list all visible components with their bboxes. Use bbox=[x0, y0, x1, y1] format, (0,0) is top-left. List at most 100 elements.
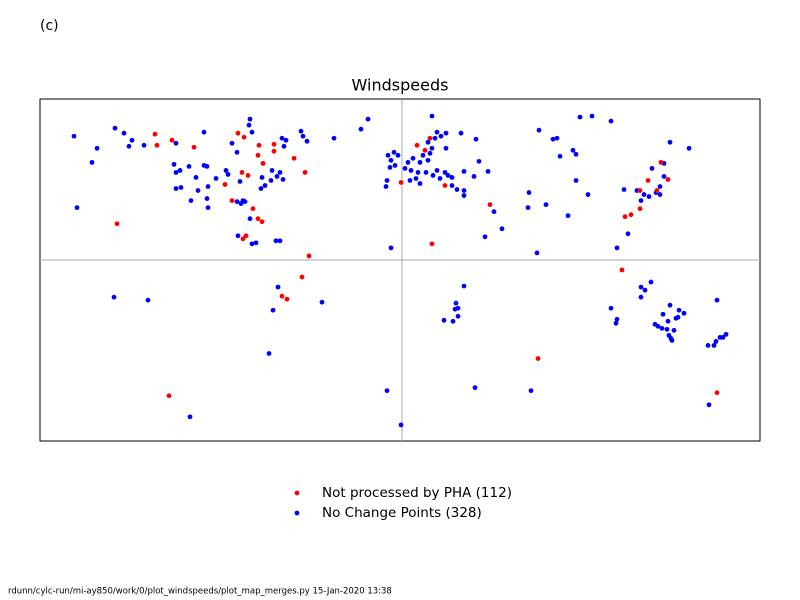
station-point bbox=[427, 150, 433, 156]
station-point bbox=[614, 316, 620, 322]
station-point bbox=[461, 193, 467, 198]
station-point bbox=[449, 175, 455, 180]
station-point bbox=[655, 323, 661, 329]
station-point bbox=[238, 201, 244, 207]
station-point bbox=[407, 178, 413, 183]
station-point bbox=[177, 168, 183, 173]
station-point bbox=[398, 422, 404, 428]
station-point bbox=[173, 170, 179, 175]
station-point bbox=[422, 147, 428, 153]
station-point bbox=[654, 188, 660, 193]
station-point bbox=[669, 338, 675, 343]
station-point bbox=[239, 170, 245, 175]
station-point bbox=[706, 402, 712, 408]
station-point bbox=[429, 241, 435, 247]
station-point bbox=[195, 188, 201, 193]
station-point bbox=[666, 332, 672, 338]
station-point bbox=[452, 306, 458, 312]
station-point bbox=[458, 130, 464, 136]
station-point bbox=[74, 205, 80, 211]
station-point bbox=[223, 168, 229, 173]
station-point bbox=[487, 202, 493, 208]
station-point bbox=[365, 116, 371, 122]
station-point bbox=[398, 180, 404, 185]
station-point bbox=[608, 305, 614, 311]
station-point bbox=[642, 287, 648, 293]
legend-label: No Change Points (328) bbox=[322, 505, 482, 521]
station-point bbox=[499, 226, 505, 232]
station-point bbox=[657, 192, 663, 197]
station-point bbox=[622, 214, 628, 220]
station-point bbox=[205, 205, 211, 211]
station-point bbox=[445, 173, 451, 178]
station-point bbox=[619, 267, 625, 273]
station-point bbox=[126, 143, 132, 149]
station-point bbox=[442, 170, 448, 175]
station-point bbox=[675, 314, 681, 320]
station-point bbox=[205, 184, 211, 189]
station-point bbox=[284, 296, 290, 302]
station-point bbox=[169, 137, 175, 143]
station-point bbox=[129, 137, 135, 143]
station-point bbox=[229, 198, 235, 203]
station-point bbox=[331, 135, 337, 141]
station-point bbox=[271, 141, 277, 147]
footer: rdunn/cylc-run/mi-ay850/work/0/plot_wind… bbox=[8, 587, 392, 597]
station-point bbox=[671, 327, 677, 333]
station-point bbox=[649, 166, 655, 171]
station-point bbox=[658, 159, 664, 165]
station-point bbox=[186, 163, 192, 169]
legend-label: Not processed by PHA (112) bbox=[322, 485, 512, 501]
station-point bbox=[720, 334, 726, 340]
station-point bbox=[173, 186, 179, 191]
station-point bbox=[437, 176, 443, 181]
station-point bbox=[242, 199, 248, 205]
station-point bbox=[298, 128, 304, 134]
station-point bbox=[449, 183, 455, 188]
station-point bbox=[384, 388, 390, 394]
station-point bbox=[259, 219, 265, 225]
legend-marker bbox=[294, 510, 300, 516]
station-point bbox=[461, 188, 467, 193]
station-point bbox=[256, 142, 262, 148]
station-point bbox=[585, 192, 591, 197]
station-point bbox=[453, 300, 459, 306]
station-point bbox=[476, 158, 482, 164]
station-point bbox=[450, 318, 456, 324]
station-point bbox=[577, 114, 583, 120]
station-point bbox=[550, 136, 556, 142]
station-point bbox=[573, 178, 579, 183]
station-point bbox=[432, 135, 438, 141]
station-point bbox=[543, 202, 549, 208]
station-point bbox=[275, 284, 281, 290]
station-point bbox=[274, 174, 280, 179]
station-point bbox=[638, 198, 644, 203]
station-point bbox=[279, 135, 285, 141]
station-point bbox=[178, 185, 184, 190]
station-point bbox=[243, 233, 249, 239]
chart-title: Windspeeds bbox=[352, 76, 449, 95]
station-point bbox=[441, 317, 447, 323]
station-point bbox=[152, 131, 158, 137]
station-point bbox=[246, 122, 252, 128]
station-point bbox=[266, 351, 272, 356]
station-point bbox=[121, 130, 127, 136]
station-point bbox=[237, 179, 243, 184]
station-point bbox=[417, 181, 423, 186]
station-point bbox=[229, 140, 235, 146]
station-point bbox=[667, 139, 673, 145]
station-point bbox=[281, 143, 287, 149]
station-point bbox=[714, 390, 720, 396]
station-point bbox=[637, 206, 643, 212]
station-point bbox=[472, 385, 478, 391]
station-point bbox=[279, 293, 285, 299]
station-point bbox=[525, 205, 531, 211]
station-point bbox=[659, 325, 665, 331]
station-point bbox=[434, 129, 440, 135]
station-point bbox=[259, 175, 265, 180]
station-point bbox=[410, 155, 416, 161]
station-point bbox=[461, 283, 467, 289]
station-point bbox=[434, 168, 440, 173]
station-point bbox=[676, 307, 682, 313]
